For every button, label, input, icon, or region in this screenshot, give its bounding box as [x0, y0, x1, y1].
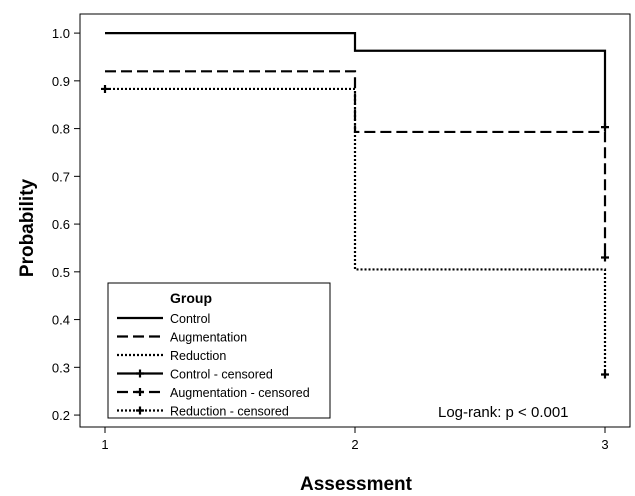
- y-axis-label: Probability: [17, 178, 38, 277]
- censor-marker-augmentation: [601, 123, 609, 132]
- censor-marker-reduction: [101, 84, 109, 93]
- y-axis: 0.2 0.3 0.4 0.5 0.6 0.7 0.8 0.9 1.0: [52, 26, 80, 423]
- y-tick-label: 0.5: [52, 265, 70, 280]
- y-tick-label: 0.2: [52, 408, 70, 423]
- legend-censor-marker: [136, 406, 144, 415]
- x-axis: 1 2 3: [101, 427, 609, 452]
- y-tick-label: 0.9: [52, 74, 70, 89]
- x-tick-label: 1: [101, 437, 108, 452]
- legend-label: Control: [170, 312, 210, 326]
- legend-box: [107, 282, 331, 419]
- y-tick-label: 0.4: [52, 313, 70, 328]
- x-tick-label: 2: [351, 437, 358, 452]
- series-layer: [105, 31, 607, 375]
- y-tick-label: 0.7: [52, 169, 70, 184]
- censor-marker-reduction: [601, 370, 609, 379]
- legend-censor-marker: [136, 369, 144, 378]
- legend-label: Reduction - censored: [170, 405, 289, 419]
- censor-layer: [101, 84, 609, 379]
- legend-censor-marker: [136, 388, 144, 396]
- legend-label: Augmentation: [170, 331, 247, 345]
- legend-label: Control - censored: [170, 368, 273, 382]
- legend: Group Control Augmentation Reduction Contro…: [107, 282, 331, 419]
- y-tick-label: 0.3: [52, 360, 70, 375]
- logrank-annotation: Log-rank: p < 0.001: [438, 404, 569, 421]
- legend-label: Reduction: [170, 349, 226, 363]
- censor-marker-augmentation: [601, 253, 609, 262]
- x-axis-label: Assessment: [300, 474, 413, 495]
- legend-title: Group: [170, 290, 212, 306]
- y-tick-label: 1.0: [52, 26, 70, 41]
- series-line-control: [105, 31, 607, 129]
- x-tick-label: 3: [601, 437, 608, 452]
- legend-label: Augmentation - censored: [170, 386, 310, 400]
- y-tick-label: 0.6: [52, 217, 70, 232]
- y-tick-label: 0.8: [52, 122, 70, 137]
